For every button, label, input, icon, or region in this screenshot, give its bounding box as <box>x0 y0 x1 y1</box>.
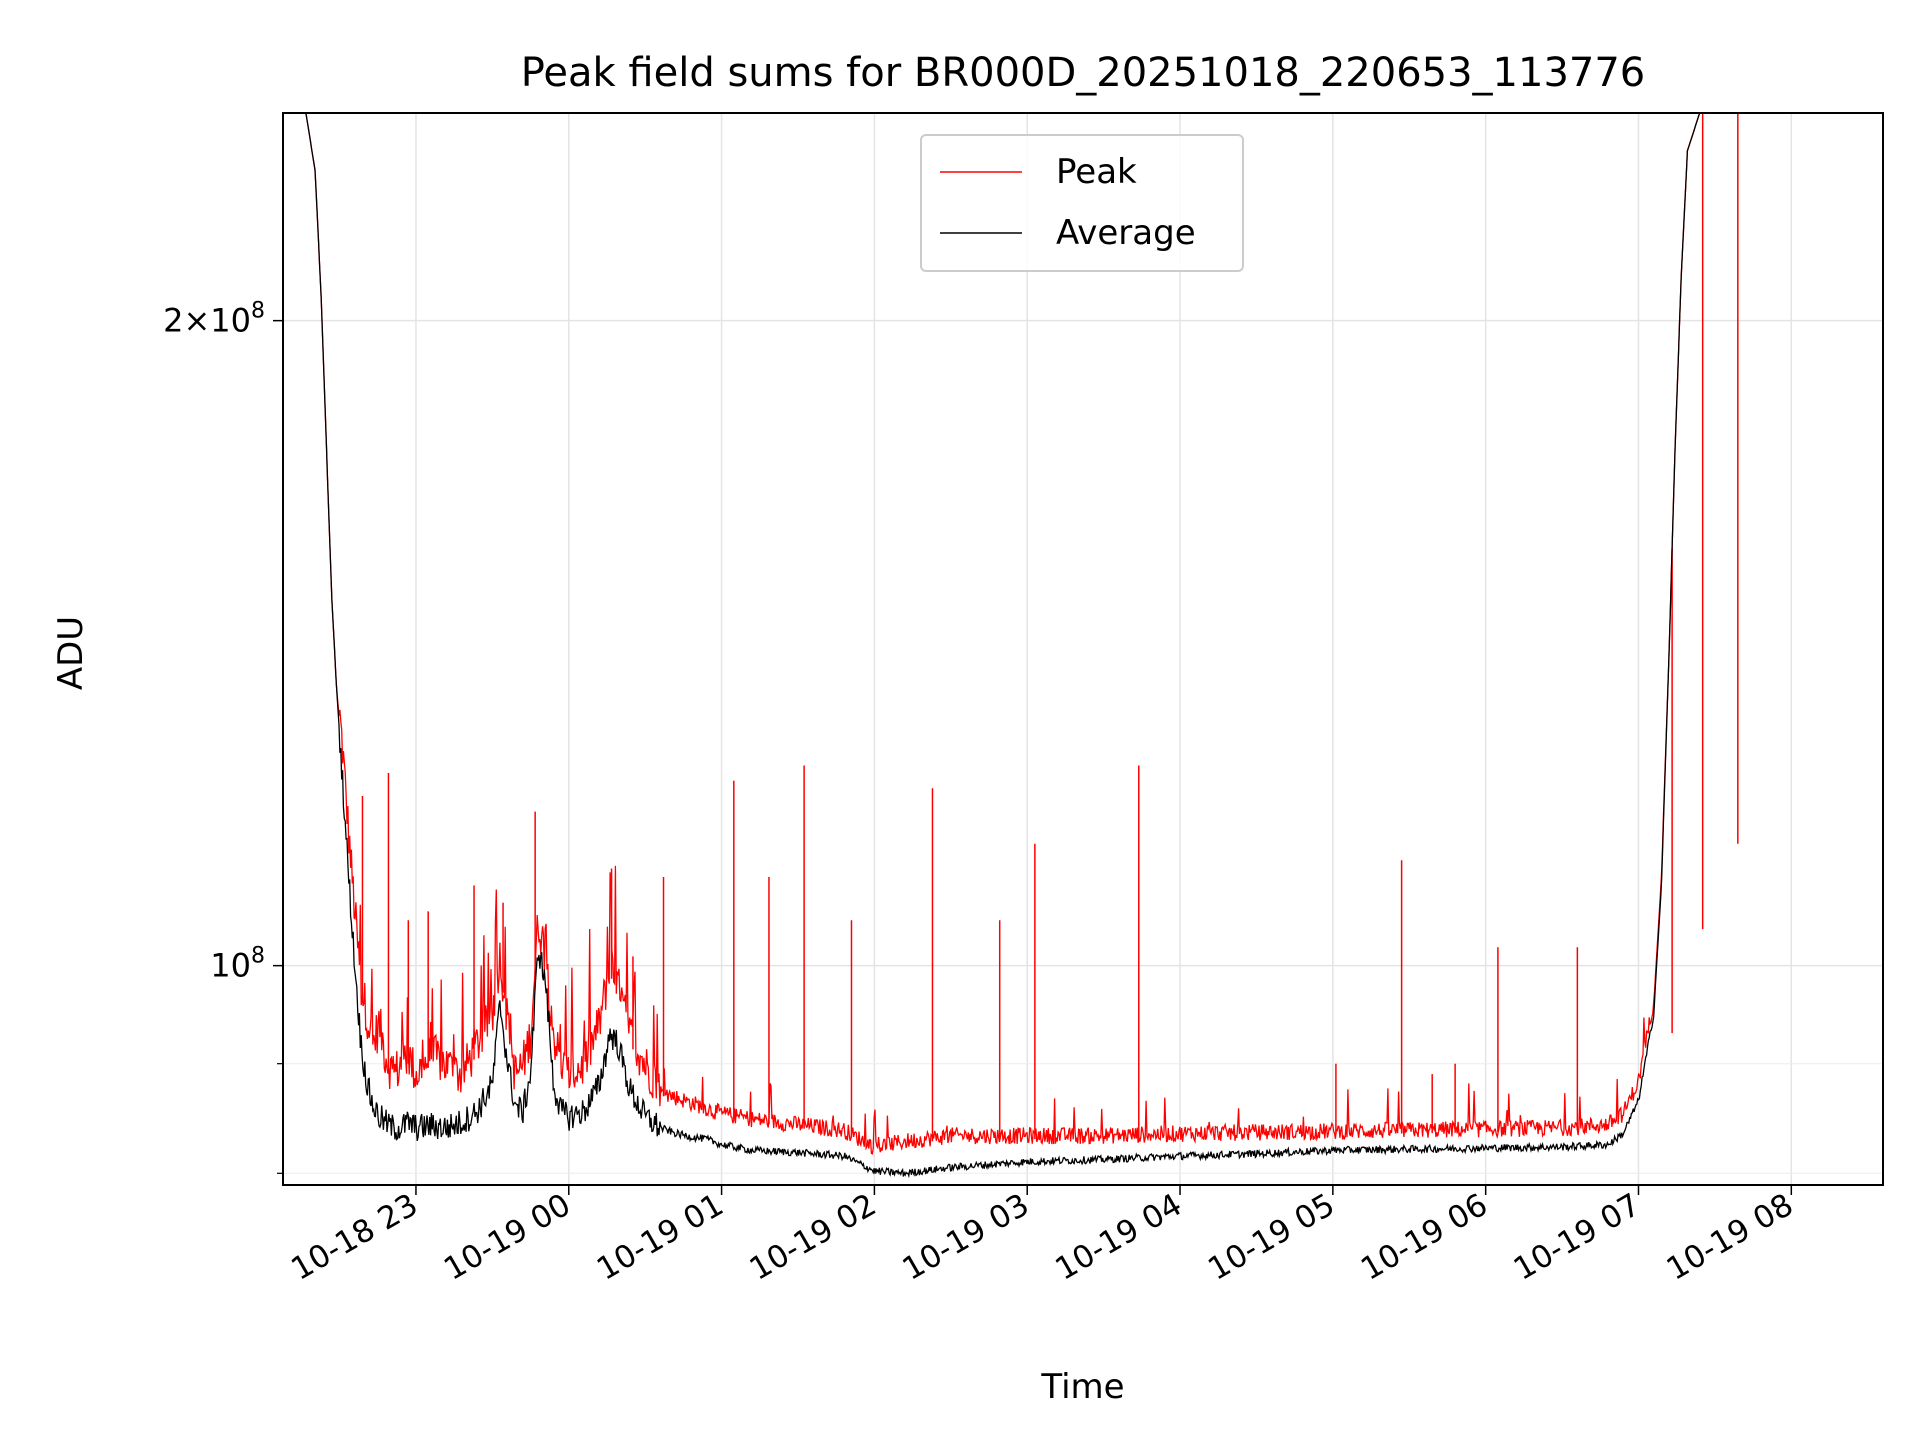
average-series-line <box>283 112 1883 1179</box>
x-tick-label: 10-19 07 <box>1508 1187 1647 1288</box>
x-tick-label: 10-18 23 <box>285 1187 424 1288</box>
legend-average-label: Average <box>1056 213 1196 253</box>
y-axis-label: ADU <box>51 616 91 690</box>
chart-title: Peak field sums for BR000D_20251018_2206… <box>521 50 1646 96</box>
legend-peak-label: Peak <box>1056 152 1137 192</box>
grid-layer <box>283 113 1883 1185</box>
legend-box <box>920 134 1244 272</box>
y-tick-label: 2×108 <box>163 299 265 340</box>
x-tick-label: 10-19 02 <box>744 1187 883 1288</box>
x-tick-label: 10-19 06 <box>1355 1187 1494 1288</box>
tick-layer: 10-18 23 10-19 00 10-19 01 10-19 02 10-19 03… <box>163 299 1799 1288</box>
x-tick-label: 10-19 05 <box>1202 1187 1341 1288</box>
x-tick-label: 10-19 08 <box>1661 1187 1800 1288</box>
series-layer <box>283 112 1883 1179</box>
y-tick-label: 108 <box>210 944 265 985</box>
x-axis-label: Time <box>1040 1367 1124 1407</box>
plot-frame <box>282 112 1884 1186</box>
x-tick-label: 10-19 04 <box>1049 1187 1188 1288</box>
x-tick-label: 10-19 01 <box>591 1187 730 1288</box>
x-tick-label: 10-19 03 <box>897 1187 1036 1288</box>
x-tick-label: 10-19 00 <box>438 1187 577 1288</box>
legend: Peak Average <box>920 134 1244 272</box>
